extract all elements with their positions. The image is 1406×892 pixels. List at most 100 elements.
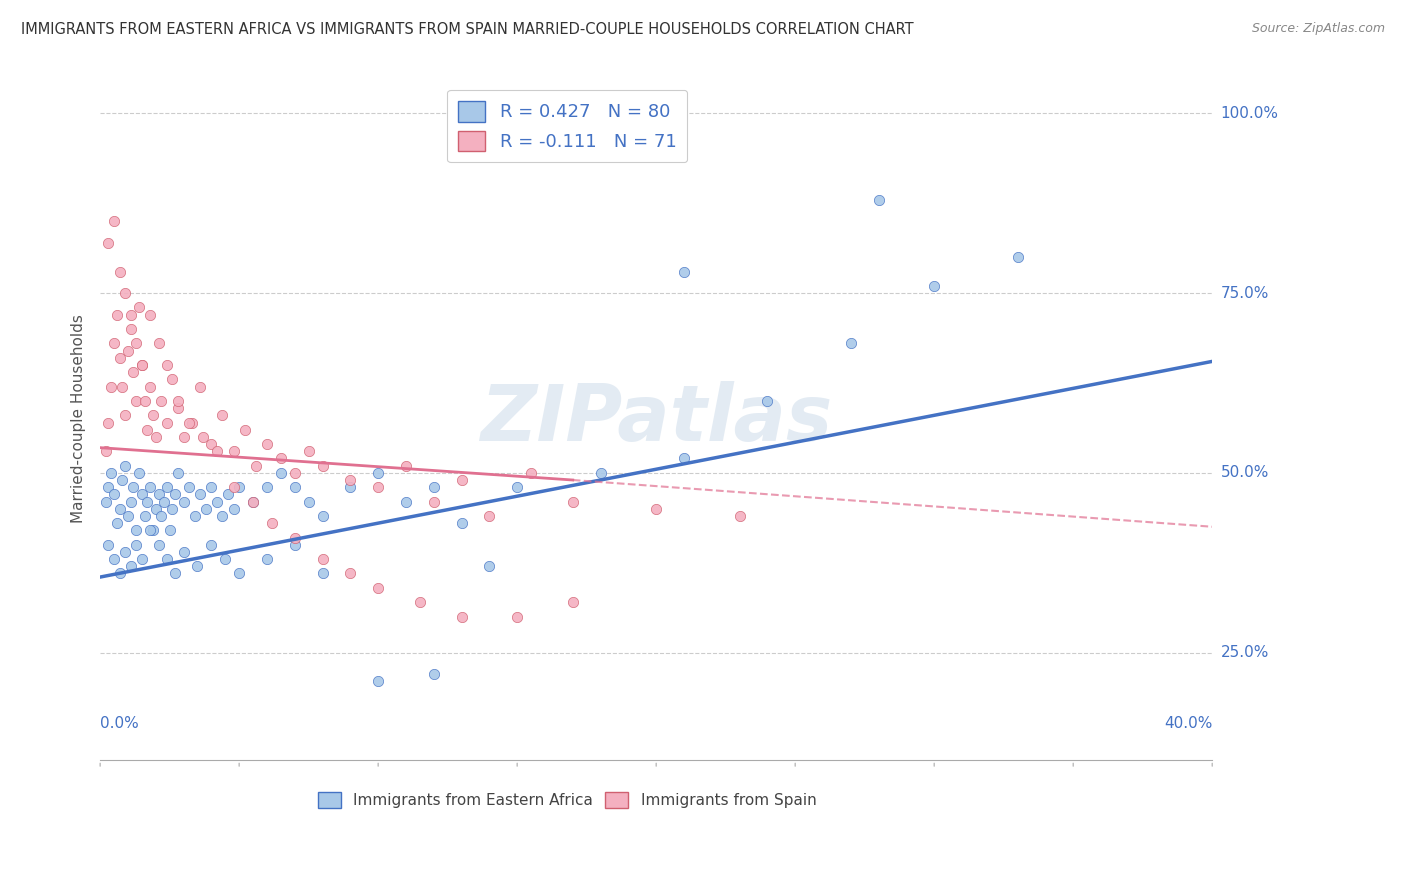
Point [188,379,211,393]
Point [233,423,256,437]
Point [142,524,165,538]
Point [422,480,444,494]
Point [97,480,120,494]
Point [125,524,148,538]
Point [520,466,543,480]
Point [211,508,233,523]
Text: 25.0%: 25.0% [1220,645,1268,660]
Point [200,437,222,451]
Point [395,458,418,473]
Point [114,286,136,301]
Point [114,409,136,423]
Point [478,559,501,574]
Point [167,401,190,416]
Point [422,494,444,508]
Point [173,494,195,508]
Point [122,480,145,494]
Text: ZIPatlas: ZIPatlas [479,381,832,457]
Point [120,559,142,574]
Point [111,473,134,487]
Point [114,545,136,559]
Text: 40.0%: 40.0% [1164,716,1212,731]
Point [145,501,167,516]
Point [409,595,432,609]
Point [478,508,501,523]
Text: IMMIGRANTS FROM EASTERN AFRICA VS IMMIGRANTS FROM SPAIN MARRIED-COUPLE HOUSEHOLD: IMMIGRANTS FROM EASTERN AFRICA VS IMMIGR… [21,22,914,37]
Point [284,480,307,494]
Point [131,358,153,372]
Point [139,480,162,494]
Point [148,538,170,552]
Point [422,667,444,681]
Point [1007,250,1029,264]
Y-axis label: Married-couple Households: Married-couple Households [72,315,86,524]
Point [128,301,150,315]
Point [339,480,361,494]
Point [200,538,222,552]
Point [311,508,333,523]
Point [217,487,239,501]
Point [228,480,250,494]
Point [256,480,278,494]
Point [284,538,307,552]
Point [450,516,472,530]
Point [222,501,245,516]
Point [756,393,779,408]
Point [97,538,120,552]
Point [108,501,131,516]
Point [284,466,307,480]
Point [139,379,162,393]
Point [156,480,179,494]
Point [205,494,228,508]
Point [186,559,208,574]
Point [188,487,211,501]
Point [214,552,236,566]
Point [139,308,162,322]
Point [100,466,122,480]
Point [839,336,862,351]
Point [120,308,142,322]
Point [153,494,176,508]
Point [131,552,153,566]
Point [139,524,162,538]
Point [97,235,120,250]
Point [136,423,159,437]
Point [298,494,321,508]
Point [645,501,668,516]
Point [177,480,200,494]
Point [450,609,472,624]
Point [339,473,361,487]
Point [125,336,148,351]
Point [367,466,389,480]
Point [242,494,264,508]
Point [256,552,278,566]
Point [298,444,321,458]
Point [450,473,472,487]
Point [922,279,945,293]
Point [156,358,179,372]
Point [128,466,150,480]
Point [103,214,125,228]
Point [108,566,131,581]
Point [125,538,148,552]
Point [131,487,153,501]
Point [395,494,418,508]
Point [200,480,222,494]
Point [145,430,167,444]
Text: 75.0%: 75.0% [1220,285,1268,301]
Point [108,264,131,278]
Point [117,343,139,358]
Point [367,674,389,689]
Point [103,336,125,351]
Point [367,581,389,595]
Point [506,609,529,624]
Point [284,531,307,545]
Point [103,487,125,501]
Point [183,508,205,523]
Point [150,393,173,408]
Point [270,451,292,466]
Point [173,430,195,444]
Point [165,566,187,581]
Point [131,358,153,372]
Point [167,466,190,480]
